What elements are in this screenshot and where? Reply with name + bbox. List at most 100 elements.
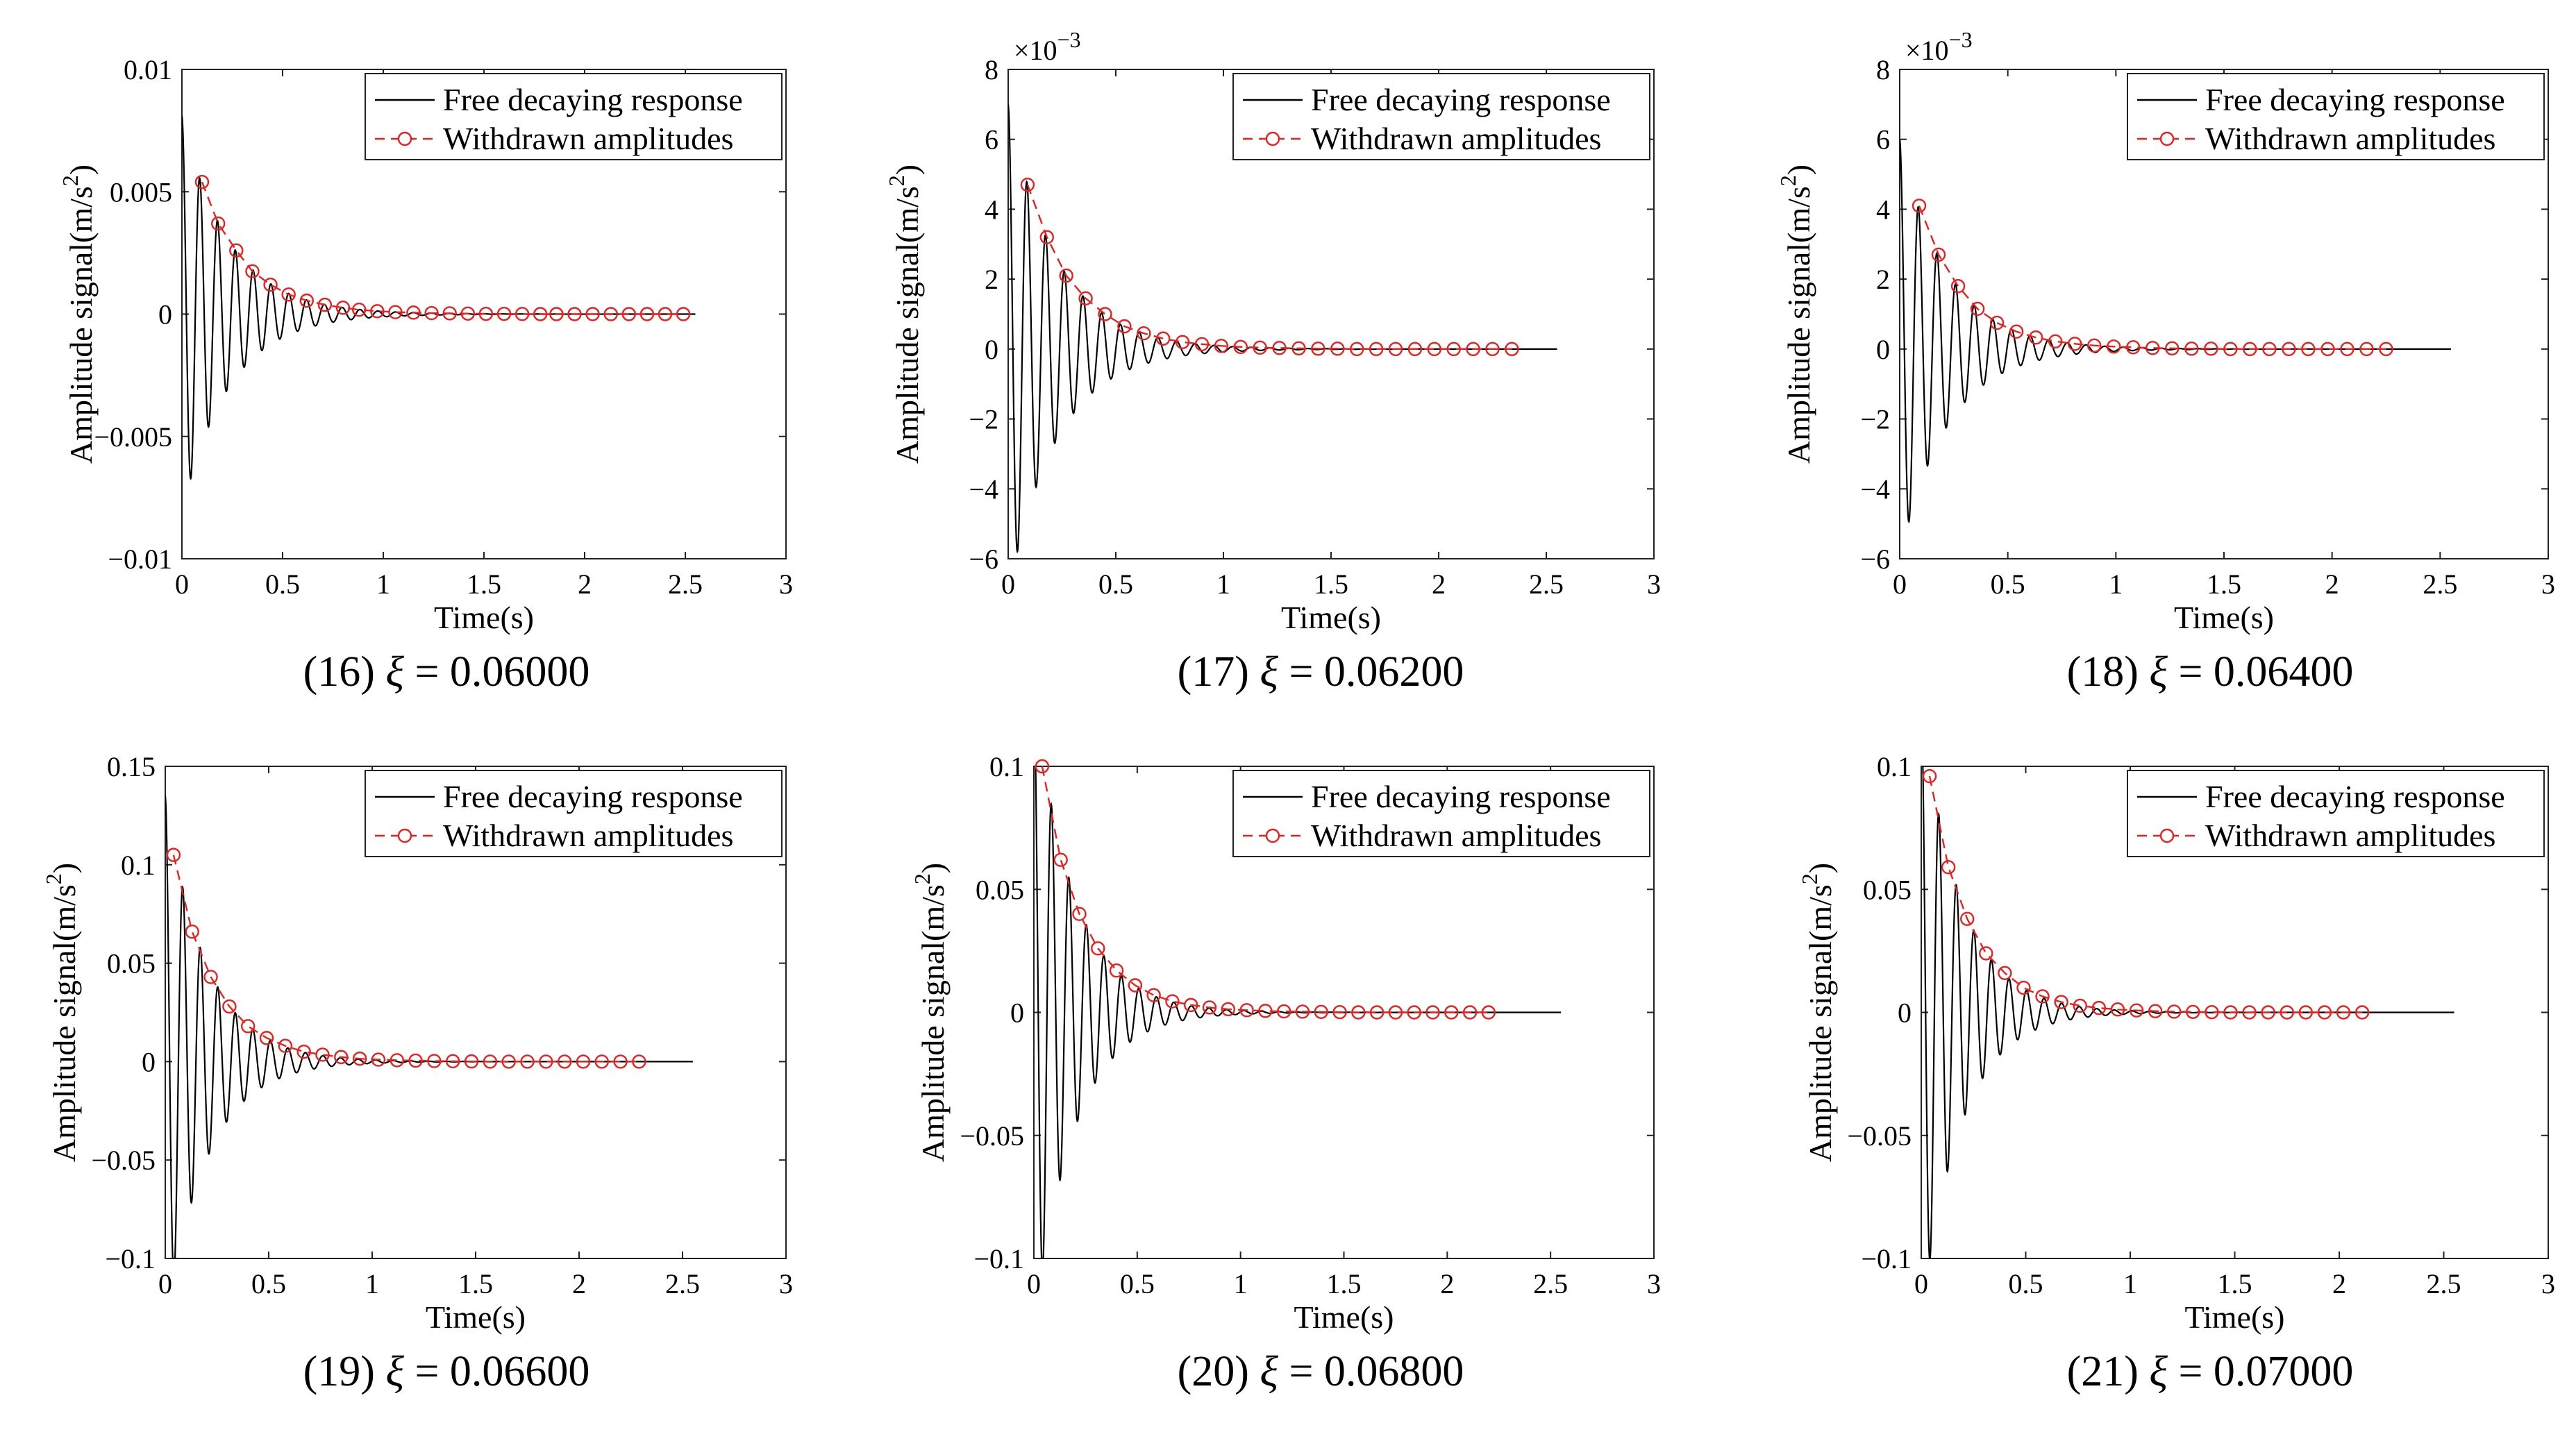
y-tick-label: −0.005 [94,421,172,453]
amplitude-point [483,1054,498,1069]
exponent-power: −3 [1057,27,1081,52]
legend: Free decaying response Withdrawn amplitud… [2127,73,2545,160]
amplitude-point [1446,342,1461,357]
y-tick-label: −0.05 [1847,1120,1912,1152]
caption-prefix: (16) [303,648,386,696]
amplitude-point [460,306,475,321]
amplitude-point [299,293,314,308]
x-tick-label: 2.5 [1529,568,1564,600]
caption-symbol: ξ [385,648,404,696]
amplitude-point [2073,998,2087,1013]
x-tick-label: 3 [779,1268,793,1299]
amplitude-point [2067,337,2082,351]
amplitude-point [2282,342,2296,357]
series-free-decaying-response [1035,766,1562,1258]
chart-panel-18: 0 0.5 1 1.5 2 2.5 3 −6 −4 −2 0 2 4 6 8 ×10−3 Time(s) Ampl… [1775,27,2555,696]
amplitude-point [2009,324,2024,339]
amplitude-point [278,1038,293,1053]
y-axis-label-close: ) [63,165,99,175]
exponent-power: −3 [1949,27,1973,52]
x-tick-label: 0 [1027,1268,1041,1299]
amplitude-point [406,305,421,320]
x-axis-label: Time(s) [434,600,534,635]
amplitude-point [1444,1005,1459,1020]
amplitude-point [388,305,403,319]
legend-marker-amplitudes [2159,828,2175,843]
amplitude-point [194,174,210,189]
y-axis-label: Amplitude signal(m/s2) [884,165,925,464]
x-tick-label: 1 [2123,1268,2137,1299]
amplitude-point [1332,1004,1347,1020]
amplitude-point [539,1054,553,1069]
amplitude-point [281,287,296,302]
y-axis-label-main: Amplitude signal(m/s [1803,884,1838,1162]
caption-prefix: (21) [2067,1348,2150,1395]
y-tick-label: −4 [969,473,998,505]
panel-caption: (19) ξ = 0.06600 [303,1348,590,1395]
amplitude-point [501,1054,516,1069]
amplitude-point [1407,1005,1421,1020]
amplitude-point [1146,988,1161,1002]
y-tick-label: 0.05 [976,874,1024,905]
amplitude-point [1427,342,1442,357]
x-tick-label: 1 [1234,1268,1248,1299]
x-tick-label: 0.5 [1120,1268,1155,1299]
x-tick-label: 0 [1914,1268,1928,1299]
x-tick-label: 1.5 [467,568,501,600]
amplitude-point [576,1054,591,1069]
amplitude-point [2355,1005,2370,1020]
amplitude-point [2148,1004,2163,1018]
x-axis-label: Time(s) [1294,1299,1394,1335]
amplitude-point [2091,1000,2107,1016]
x-axis-label: Time(s) [1281,600,1381,635]
legend: Free decaying response Withdrawn amplitud… [365,73,783,160]
y-tick-label: 0.1 [989,751,1024,782]
amplitude-point [2126,340,2141,355]
amplitude-point [1175,335,1190,349]
amplitude-point [1214,339,1229,353]
amplitude-point [639,307,655,321]
amplitude-point [520,1054,535,1069]
y-tick-label: 4 [1876,194,1890,225]
amplitude-point [2223,342,2238,357]
y-tick-label: 0.15 [107,751,156,782]
x-tick-label: 3 [2541,1268,2555,1299]
y-axis-label-close: ) [915,863,951,873]
y-tick-label: 0 [1898,997,1912,1029]
amplitude-point [245,264,260,279]
x-tick-label: 3 [1647,568,1661,600]
amplitude-point [2048,334,2063,348]
amplitude-point [1407,342,1423,357]
y-axis-label-sup: 2 [884,175,909,186]
amplitude-point [371,1052,386,1067]
amplitude-point [1291,341,1306,356]
legend-marker-amplitudes [2159,131,2175,146]
amplitude-point [1466,342,1480,357]
amplitude-point [390,1053,404,1068]
y-axis-label-main: Amplitude signal(m/s [915,884,951,1162]
amplitude-point [585,307,600,321]
amplitude-point [2110,1002,2125,1017]
amplitude-point [515,307,530,321]
amplitude-point [1239,1003,1254,1018]
chart-panel-19: 0 0.5 1 1.5 2 2.5 3 −0.1 −0.05 0 0.05 0.1 0.15 Time(s… [41,751,793,1395]
amplitude-point [1098,307,1112,321]
y-axis-label-close: ) [889,165,925,175]
legend: Free decaying response Withdrawn amplitud… [1232,73,1650,160]
amplitude-point [1349,342,1364,357]
y-axis-label-sup: 2 [41,873,66,884]
amplitude-point [1117,319,1132,334]
amplitude-point [2205,1004,2219,1020]
amplitude-point [2223,1005,2238,1020]
x-tick-label: 3 [1647,1268,1661,1299]
amplitude-point [1155,331,1171,346]
amplitude-point [442,306,457,321]
amplitude-point [1425,1005,1440,1020]
amplitude-point [1979,946,1993,961]
amplitude-point [335,301,351,315]
x-tick-label: 1 [2109,568,2123,600]
y-tick-label: −0.1 [1861,1243,1912,1274]
amplitude-point [1039,230,1055,244]
x-tick-label: 2 [2332,1268,2346,1299]
